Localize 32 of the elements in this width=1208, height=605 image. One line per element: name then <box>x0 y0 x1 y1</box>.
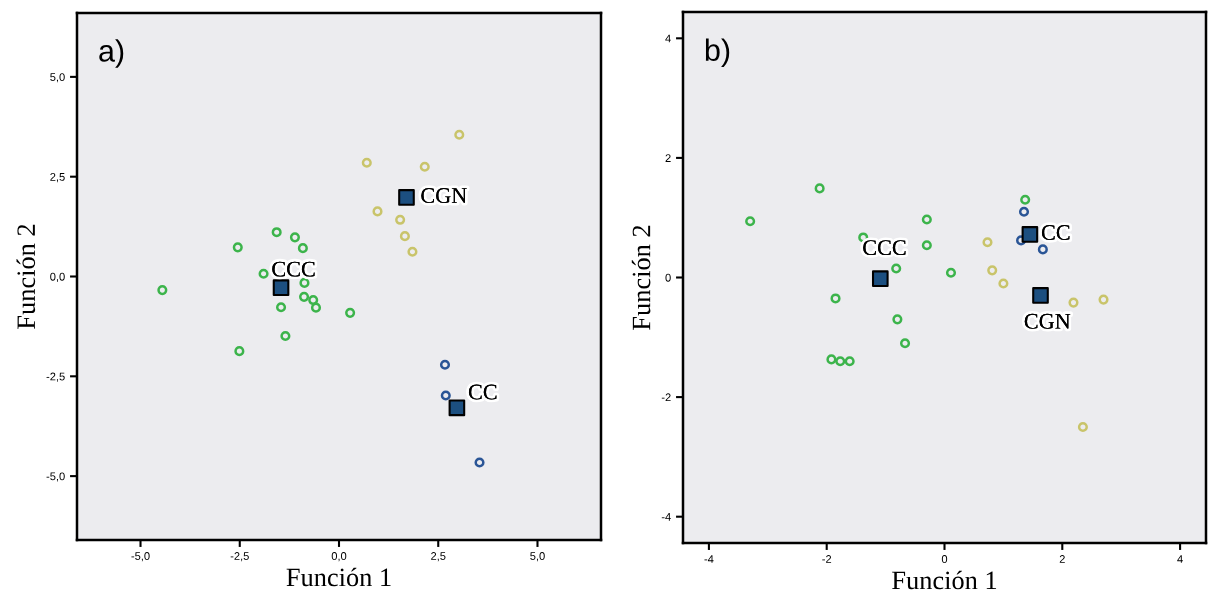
x-tick-label: 4 <box>1177 555 1183 563</box>
y-tick-label: 5,0 <box>50 73 65 83</box>
x-tick-label: -5,0 <box>131 552 150 562</box>
y-axis-title: Función 2 <box>631 225 651 330</box>
y-axis-title: Función 2 <box>16 224 36 329</box>
text: a) <box>99 39 124 68</box>
y-tick-label: 0,0 <box>50 272 65 282</box>
y-tick-label: -2 <box>661 393 671 402</box>
x-axis-title: Función 1 <box>286 567 391 587</box>
x-tick-label: 2,5 <box>431 552 446 562</box>
x-tick-label: -2 <box>822 555 832 563</box>
y-tick-label: 0 <box>665 273 671 282</box>
annotation: CCC <box>272 261 315 277</box>
annotation: CC <box>468 384 497 400</box>
y-tick-label: -5,0 <box>46 472 65 482</box>
x-tick-label: 2 <box>1059 555 1065 563</box>
y-tick-label: -2,5 <box>46 372 65 382</box>
x-tick-label: 0,0 <box>331 552 347 562</box>
y-tick-label: 2,5 <box>50 172 65 183</box>
y-tick-label: -4 <box>661 513 671 521</box>
annotation: CGN <box>421 188 467 204</box>
x-tick-label: 0 <box>941 555 948 563</box>
x-tick-label: -4 <box>704 555 714 563</box>
text: b) <box>705 38 730 68</box>
x-tick-label: 5,0 <box>530 552 545 562</box>
y-tick-label: 4 <box>665 34 671 43</box>
annotation: CGN <box>1024 313 1071 329</box>
annotation: CC <box>1041 225 1070 241</box>
y-tick-label: 2 <box>665 154 671 162</box>
x-tick-label: -2,5 <box>230 552 249 562</box>
annotation: CCC <box>863 240 906 256</box>
x-axis-title: Función 1 <box>892 570 997 590</box>
